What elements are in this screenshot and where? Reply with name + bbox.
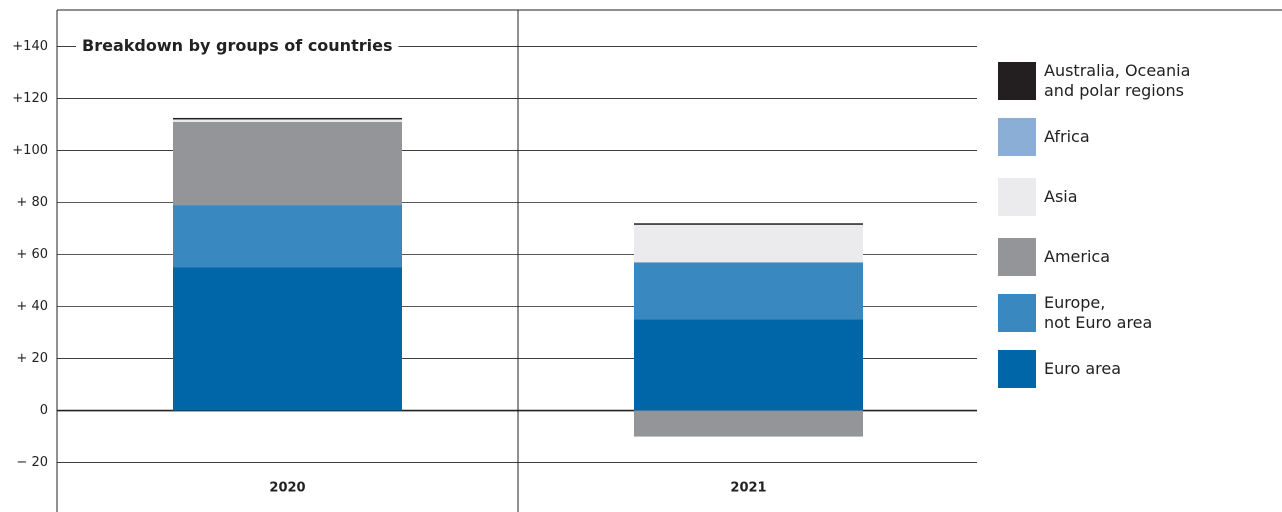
subtitle-bg — [76, 33, 399, 57]
y-tick-label: + 60 — [16, 247, 48, 262]
y-tick-label: − 20 — [16, 455, 48, 470]
bar-segment — [634, 223, 863, 225]
bar-segment — [634, 410, 863, 437]
bar-segment — [634, 319, 863, 411]
bar-segment — [173, 267, 402, 411]
bar-segment — [634, 224, 863, 263]
y-tick-label: 0 — [40, 403, 48, 418]
y-tick-label: + 80 — [16, 195, 48, 210]
legend-swatch — [998, 350, 1036, 388]
x-tick-label: 2020 — [269, 481, 305, 496]
bar-segment — [173, 117, 402, 120]
bar-segment — [634, 262, 863, 320]
legend-label: America — [1044, 247, 1110, 266]
subtitle: Breakdown by groups of countries — [82, 36, 392, 55]
y-tick-label: + 40 — [16, 299, 48, 314]
y-tick-label: +100 — [12, 143, 48, 158]
y-tick-label: +140 — [12, 39, 48, 54]
x-tick-label: 2021 — [730, 481, 766, 496]
legend-swatch — [998, 118, 1036, 156]
legend-label: Asia — [1044, 187, 1078, 206]
bar-segment — [173, 121, 402, 206]
legend-label: Africa — [1044, 127, 1090, 146]
y-tick-label: +120 — [12, 91, 48, 106]
legend-label: Euro area — [1044, 359, 1122, 378]
bar-segment — [173, 119, 402, 122]
legend-swatch — [998, 62, 1036, 100]
legend-swatch — [998, 238, 1036, 276]
bar-segment — [173, 205, 402, 268]
legend-swatch — [998, 294, 1036, 332]
legend-label: Europe, not Euro area — [1044, 293, 1153, 332]
legend-swatch — [998, 178, 1036, 216]
y-tick-label: + 20 — [16, 351, 48, 366]
legend-label: Australia, Oceania and polar regions — [1044, 61, 1191, 100]
